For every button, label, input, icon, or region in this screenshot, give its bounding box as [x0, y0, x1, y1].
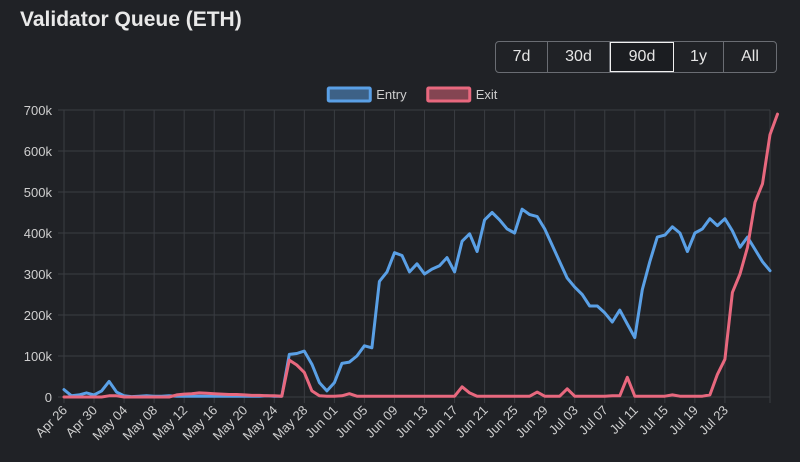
legend-label-entry[interactable]: Entry — [376, 87, 407, 102]
range-button-all[interactable]: All — [741, 48, 759, 65]
y-tick-label: 100k — [24, 349, 53, 364]
y-tick-label: 500k — [24, 185, 53, 200]
range-button-1y[interactable]: 1y — [674, 42, 724, 72]
x-tick-label: Jun 05 — [332, 403, 370, 441]
legend-swatch-exit[interactable] — [426, 86, 472, 103]
range-button-7d[interactable]: 7d — [496, 42, 548, 72]
x-tick-label: Jul 11 — [606, 403, 640, 437]
x-tick-label: Apr 26 — [32, 403, 70, 441]
x-tick-label: Jun 21 — [453, 403, 491, 441]
x-tick-label: Jul 07 — [576, 403, 611, 438]
chart-legend: Entry Exit — [326, 86, 498, 103]
legend-swatch-entry[interactable] — [326, 86, 372, 103]
x-tick-label: Jul 23 — [696, 403, 731, 438]
page-title: Validator Queue (ETH) — [20, 8, 242, 31]
y-tick-label: 300k — [24, 267, 53, 282]
x-tick-label: Jul 19 — [666, 403, 701, 438]
y-tick-label: 200k — [24, 308, 53, 323]
range-button-90d[interactable]: 90d — [610, 42, 674, 72]
y-axis: 0 100k 200k 300k 400k 500k 600k 700k — [24, 103, 53, 405]
chart-series — [62, 112, 779, 399]
series-line-exit — [62, 112, 779, 399]
x-tick-label: Jul 15 — [636, 403, 671, 438]
x-tick-label: Jun 17 — [422, 403, 460, 441]
chart-grid — [58, 109, 771, 403]
y-tick-label: 400k — [24, 226, 53, 241]
x-tick-label: Jun 09 — [362, 403, 400, 441]
x-tick-label: Jun 13 — [392, 403, 430, 441]
legend-label-exit[interactable]: Exit — [476, 87, 498, 102]
range-selector: 7d 30d 90d 1y All — [495, 41, 777, 73]
x-tick-label: Jun 01 — [302, 403, 340, 441]
range-button-30d[interactable]: 30d — [548, 42, 610, 72]
y-tick-label: 700k — [24, 103, 53, 118]
x-tick-label: Jul 03 — [546, 403, 581, 438]
x-tick-label: Jun 25 — [483, 403, 521, 441]
y-tick-label: 600k — [24, 144, 53, 159]
y-tick-label: 0 — [45, 390, 52, 405]
x-tick-label: Jun 29 — [513, 403, 551, 441]
series-line-entry — [62, 207, 772, 399]
